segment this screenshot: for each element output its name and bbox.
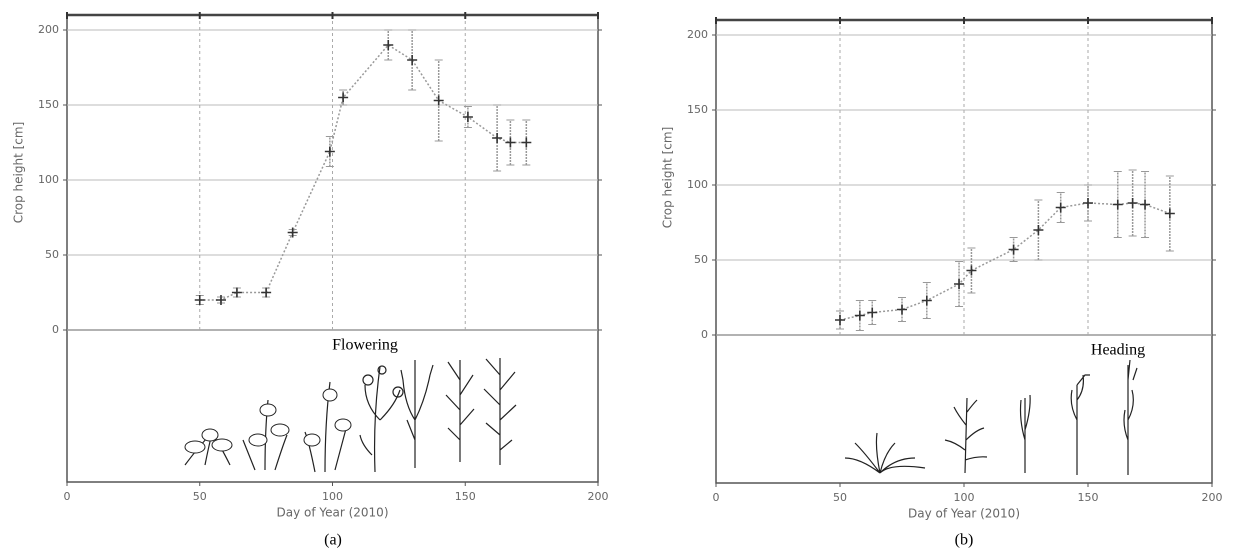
data-point xyxy=(383,40,394,50)
y-axis-label: Crop height [cm] xyxy=(661,127,675,229)
data-point xyxy=(897,304,907,315)
x-tick-label: 50 xyxy=(193,490,207,503)
x-tick-label: 200 xyxy=(1202,491,1223,504)
data-point xyxy=(954,279,965,289)
data-point xyxy=(492,133,503,143)
x-tick-label: 100 xyxy=(322,490,343,503)
plot-frame xyxy=(66,14,599,483)
data-point xyxy=(287,227,298,238)
y-tick-label: 100 xyxy=(38,173,59,186)
data-point xyxy=(215,295,226,305)
data-point xyxy=(966,265,977,276)
stage-annotation: Heading xyxy=(1091,342,1145,359)
data-line xyxy=(199,44,527,301)
data-point xyxy=(1112,199,1123,210)
plant-illustrations-b xyxy=(844,359,1138,475)
data-point xyxy=(1164,208,1175,219)
x-tick-label: 100 xyxy=(954,491,975,504)
x-tick-label: 150 xyxy=(455,490,476,503)
y-tick-label: 0 xyxy=(701,328,708,341)
data-point xyxy=(505,137,516,148)
x-tick-label: 0 xyxy=(713,491,720,504)
data-point xyxy=(231,287,242,298)
data-point xyxy=(835,315,845,325)
data-point xyxy=(338,92,349,103)
data-point xyxy=(1140,199,1151,210)
y-tick-label: 50 xyxy=(694,253,708,266)
data-point xyxy=(921,295,932,306)
data-point xyxy=(324,146,335,157)
plant-illustrations-a xyxy=(184,358,517,473)
data-point xyxy=(521,137,532,148)
data-point xyxy=(194,295,205,305)
data-line xyxy=(839,202,1171,321)
y-tick-label: 150 xyxy=(38,98,59,111)
data-point xyxy=(1055,202,1066,213)
data-point xyxy=(1033,225,1044,235)
y-tick-label: 50 xyxy=(45,248,59,261)
data-point xyxy=(854,310,865,321)
plot-frame xyxy=(715,19,1213,484)
panel-label: (b) xyxy=(955,532,974,549)
x-tick-label: 150 xyxy=(1078,491,1099,504)
data-point xyxy=(261,287,272,298)
y-tick-label: 0 xyxy=(52,323,59,336)
x-axis-label: Day of Year (2010) xyxy=(276,506,388,520)
data-point xyxy=(1083,198,1093,208)
data-point xyxy=(1127,198,1138,208)
data-point xyxy=(867,307,878,318)
data-point xyxy=(407,55,418,65)
data-point xyxy=(433,95,444,106)
panel-label: (a) xyxy=(324,532,342,549)
y-tick-label: 200 xyxy=(687,28,708,41)
x-tick-label: 200 xyxy=(588,490,609,503)
data-point xyxy=(462,112,473,122)
y-tick-label: 200 xyxy=(38,23,59,36)
y-tick-label: 100 xyxy=(687,178,708,191)
x-axis-label: Day of Year (2010) xyxy=(908,507,1020,521)
y-tick-label: 150 xyxy=(687,103,708,116)
data-point xyxy=(1008,244,1019,255)
x-tick-label: 0 xyxy=(64,490,71,503)
stage-annotation: Flowering xyxy=(332,337,398,354)
y-axis-label: Crop height [cm] xyxy=(12,122,26,224)
x-tick-label: 50 xyxy=(833,491,847,504)
